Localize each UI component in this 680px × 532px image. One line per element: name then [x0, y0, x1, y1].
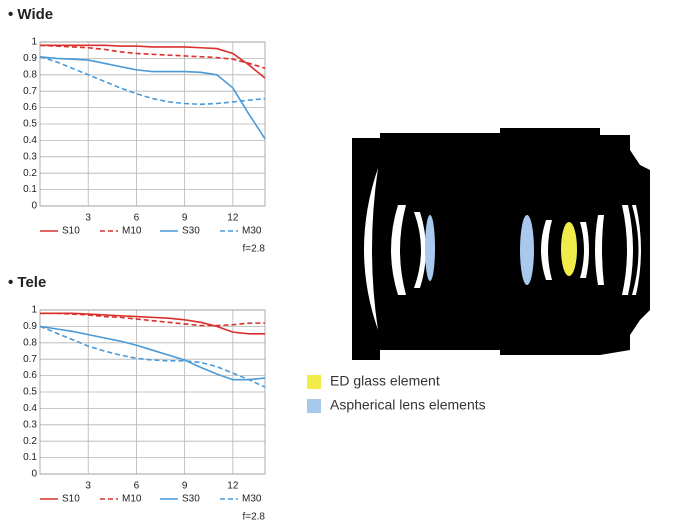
chart-title: • Wide [8, 6, 53, 23]
y-tick-label: 0.5 [23, 119, 37, 130]
y-tick-label: 0.8 [23, 69, 37, 80]
legend-swatch [307, 399, 321, 413]
x-tick-label: 3 [85, 481, 91, 492]
x-tick-label: 3 [85, 213, 91, 224]
y-tick-label: 0.5 [23, 387, 37, 398]
x-tick-label: 12 [227, 213, 239, 224]
y-tick-label: 0.4 [23, 403, 37, 414]
lens-diagram [352, 128, 650, 360]
plot-frame [39, 41, 266, 207]
chart-title: • Tele [8, 274, 46, 291]
y-tick-label: 0.2 [23, 436, 37, 447]
series-line [40, 312, 265, 327]
series-line [39, 325, 266, 381]
annotation: f=2.8 [242, 244, 265, 255]
y-tick-label: 0.3 [23, 419, 37, 430]
x-tick-label: 12 [227, 481, 239, 492]
y-tick-label: 0.1 [23, 452, 37, 463]
lens-element [541, 220, 552, 280]
y-tick-label: 0 [31, 201, 37, 212]
y-tick-label: 1 [31, 37, 37, 48]
series-line [40, 44, 266, 79]
annotation: f=2.8 [242, 512, 265, 523]
legend-label: Aspherical lens elements [330, 397, 486, 413]
y-tick-label: 0.9 [23, 53, 37, 64]
legend-label: S10 [62, 226, 80, 237]
lens-body [352, 128, 650, 360]
legend-swatch [307, 375, 321, 389]
lens-element [622, 205, 633, 295]
y-tick-label: 0.7 [23, 354, 37, 365]
aspherical-element [425, 215, 435, 281]
plot-frame [39, 309, 266, 475]
y-tick-label: 0.6 [23, 370, 37, 381]
legend-label: S10 [62, 494, 80, 505]
series-line [40, 312, 265, 335]
x-tick-label: 9 [182, 213, 188, 224]
y-tick-label: 0.2 [23, 168, 37, 179]
y-tick-label: 1 [31, 305, 37, 316]
legend-label: M30 [242, 226, 262, 237]
series-line [39, 44, 266, 70]
lens-element [632, 205, 641, 295]
lens-element [414, 212, 426, 288]
series-line [39, 325, 266, 388]
series-line [39, 55, 266, 106]
ed-element [561, 222, 577, 276]
x-tick-label: 6 [134, 481, 140, 492]
legend-label: M30 [242, 494, 262, 505]
legend-label: S30 [182, 494, 200, 505]
y-tick-label: 0.9 [23, 321, 37, 332]
y-tick-label: 0.8 [23, 337, 37, 348]
lens-element [595, 215, 604, 285]
legend-label: M10 [122, 494, 142, 505]
lens-element [364, 168, 378, 330]
y-tick-label: 0.3 [23, 151, 37, 162]
y-tick-label: 0.6 [23, 102, 37, 113]
aspherical-element [520, 215, 534, 285]
y-tick-label: 0.1 [23, 184, 37, 195]
x-tick-label: 9 [182, 481, 188, 492]
lens-element [580, 222, 589, 278]
y-tick-label: 0.4 [23, 135, 37, 146]
legend-label: ED glass element [330, 373, 440, 389]
lens-element [391, 205, 406, 295]
x-tick-label: 6 [134, 213, 140, 224]
legend-label: M10 [122, 226, 142, 237]
y-tick-label: 0 [31, 469, 37, 480]
series-line [39, 55, 266, 140]
legend-label: S30 [182, 226, 200, 237]
y-tick-label: 0.7 [23, 86, 37, 97]
